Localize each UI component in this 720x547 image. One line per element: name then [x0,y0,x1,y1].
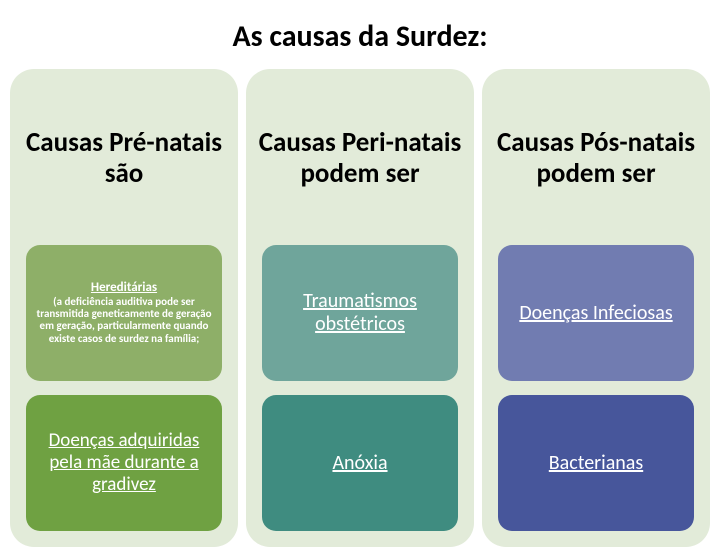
cell-0-1: Doenças adquiridas pela mãe durante a gr… [26,395,221,531]
page-title: As causas da Surdez: [0,0,720,69]
cell-1-1: Anóxia [262,395,457,531]
column-2: Causas Pós-natais podem ser Doenças Infec… [482,69,710,547]
cell-0-0: Hereditárias(a deficiência auditiva pode… [26,245,221,381]
cell-2-0: Doenças Infeciosas [498,245,693,381]
cell-title-2-0: Doenças Infeciosas [519,302,672,325]
columns-container: Causas Pré-natais são Hereditárias(a defi… [0,69,720,547]
cell-title-1-1: Anóxia [332,452,387,475]
column-0: Causas Pré-natais são Hereditárias(a defi… [10,69,238,547]
cell-title-0-1: Doenças adquiridas pela mãe durante a gr… [34,430,213,496]
cell-2-1: Bacterianas [498,395,693,531]
cell-title-2-1: Bacterianas [549,452,643,475]
column-header-0: Causas Pré-natais são [18,81,230,231]
cell-desc-0-0: (a deficiência auditiva pode ser transmi… [34,296,213,344]
column-header-1: Causas Peri-natais podem ser [254,81,466,231]
cell-title-1-0: Traumatismos obstétricos [270,290,449,336]
cell-title-0-0: Hereditárias [91,281,157,296]
column-header-2: Causas Pós-natais podem ser [490,81,702,231]
cell-1-0: Traumatismos obstétricos [262,245,457,381]
column-1: Causas Peri-natais podem ser Traumatismos… [246,69,474,547]
